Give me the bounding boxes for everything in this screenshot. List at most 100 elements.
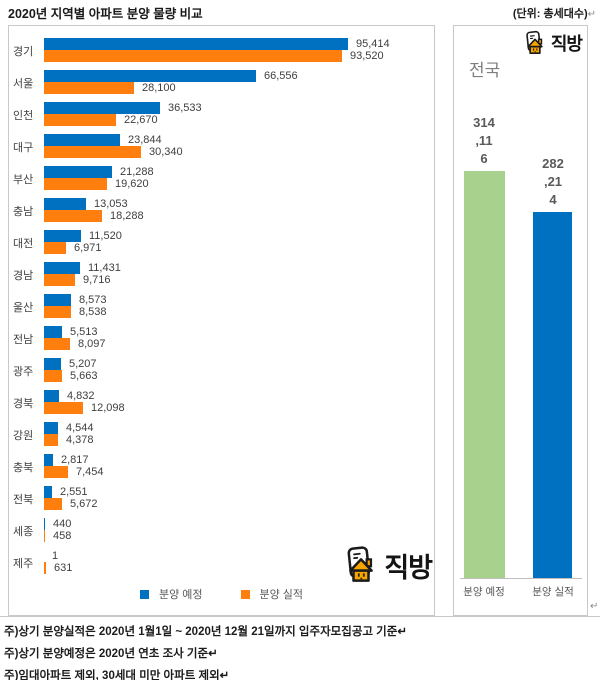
bar-actual	[44, 498, 62, 510]
chart-legend: 분양 예정 분양 실적	[9, 586, 434, 602]
bar-value-label: 19,620	[115, 178, 149, 190]
bar-value-label: 21,288	[120, 166, 154, 178]
page-title: 2020년 지역별 아파트 분양 물량 비교	[8, 7, 203, 21]
bar-value-label: 2,817	[61, 454, 89, 466]
bar-expected	[44, 38, 348, 50]
national-bar-actual	[533, 212, 572, 578]
bar-actual	[44, 82, 134, 94]
bar-expected	[44, 518, 45, 530]
region-row: 서울 66,556 28,100	[9, 70, 434, 94]
national-chart-panel: 직방 전국 314 ,11 6 분양 예정 282 ,21 4 분양 실적	[453, 25, 588, 616]
value-label-line: ,11	[475, 133, 493, 148]
bar-value-label: 631	[54, 562, 73, 574]
bar-value-label: 93,520	[350, 50, 384, 62]
footnotes: 주)상기 분양실적은 2020년 1월1일 ~ 2020년 12월 21일까지 …	[4, 621, 407, 680]
region-row: 제주 1 631	[9, 550, 434, 574]
bar-expected	[44, 422, 58, 434]
bar-actual	[44, 306, 71, 318]
bar-expected	[44, 102, 160, 114]
region-row: 세종 440 458	[9, 518, 434, 542]
bar-actual	[44, 434, 58, 446]
region-row: 충북 2,817 7,454	[9, 454, 434, 478]
region-label: 경기	[13, 46, 34, 58]
region-label: 울산	[13, 302, 34, 314]
unit-label-text: (단위: 총세대수)	[512, 8, 588, 20]
region-row: 부산 21,288 19,620	[9, 166, 434, 190]
bar-value-label: 4,832	[67, 390, 95, 402]
region-label: 전남	[13, 334, 34, 346]
value-label-line: 314	[473, 115, 495, 130]
bar-actual	[44, 562, 46, 574]
region-row: 경북 4,832 12,098	[9, 390, 434, 414]
region-row: 울산 8,573 8,538	[9, 294, 434, 318]
bar-value-label: 9,716	[83, 274, 111, 286]
region-row: 대전 11,520 6,971	[9, 230, 434, 254]
bar-actual	[44, 530, 45, 542]
bar-expected	[44, 390, 59, 402]
zigbang-logo: 직방	[341, 545, 433, 585]
value-label-line: 4	[549, 192, 557, 207]
region-label: 전북	[13, 494, 34, 506]
return-mark: ↵	[590, 601, 599, 612]
bar-value-label: 66,556	[264, 70, 298, 82]
bar-value-label: 30,340	[149, 146, 183, 158]
bar-value-label: 11,431	[88, 262, 121, 274]
bar-actual	[44, 50, 342, 62]
national-bar-category-label: 분양 예정	[463, 586, 505, 598]
bar-value-label: 11,520	[89, 230, 122, 242]
region-row: 전남 5,513 8,097	[9, 326, 434, 350]
region-row: 광주 5,207 5,663	[9, 358, 434, 382]
bar-value-label: 4,544	[66, 422, 94, 434]
region-label: 충북	[13, 462, 34, 474]
legend-swatch-actual	[240, 589, 250, 599]
bar-value-label: 5,663	[70, 370, 98, 382]
region-label: 대전	[13, 238, 34, 250]
bar-value-label: 22,670	[124, 114, 158, 126]
footnote-line: 주)임대아파트 제외, 30세대 미만 아파트 제외↵	[4, 670, 230, 680]
bar-value-label: 28,100	[142, 82, 176, 94]
region-row: 충남 13,053 18,288	[9, 198, 434, 222]
region-label: 부산	[13, 174, 34, 186]
bar-value-label: 18,288	[110, 210, 144, 222]
bar-actual	[44, 274, 75, 286]
zigbang-house-icon	[341, 545, 381, 585]
region-row: 강원 4,544 4,378	[9, 422, 434, 446]
bar-actual	[44, 466, 68, 478]
bar-expected	[44, 134, 120, 146]
region-row: 인천 36,533 22,670	[9, 102, 434, 126]
bar-actual	[44, 210, 102, 222]
bar-expected	[44, 70, 256, 82]
value-label-line: ,21	[543, 174, 563, 189]
region-label: 경남	[13, 270, 34, 282]
bar-actual	[44, 338, 70, 350]
bar-value-label: 8,097	[78, 338, 106, 350]
region-label: 세종	[13, 526, 34, 538]
bar-expected	[44, 454, 53, 466]
bar-expected	[44, 262, 80, 274]
bar-expected	[44, 198, 86, 210]
region-label: 서울	[13, 78, 34, 90]
region-row: 전북 2,551 5,672	[9, 486, 434, 510]
divider-line	[0, 616, 600, 617]
bar-actual	[44, 178, 107, 190]
region-label: 강원	[13, 430, 34, 442]
bar-value-label: 12,098	[91, 402, 125, 414]
footnote-line: 주)상기 분양예정은 2020년 연초 조사 기준↵	[4, 648, 218, 660]
bar-actual	[44, 370, 62, 382]
bar-value-label: 440	[53, 518, 72, 530]
bar-value-label: 7,454	[76, 466, 104, 478]
axis-baseline	[460, 578, 582, 579]
region-label: 대구	[13, 142, 34, 154]
bar-actual	[44, 242, 66, 254]
bar-value-label: 5,513	[70, 326, 98, 338]
bar-value-label: 5,207	[69, 358, 97, 370]
bar-expected	[44, 358, 61, 370]
bar-value-label: 4,378	[66, 434, 94, 446]
region-row: 대구 23,844 30,340	[9, 134, 434, 158]
legend-label-expected: 분양 예정	[158, 589, 203, 601]
national-bar-expected	[464, 171, 505, 578]
value-label-line: 6	[480, 151, 488, 166]
region-label: 인천	[13, 110, 34, 122]
bar-value-label: 36,533	[168, 102, 202, 114]
bar-expected	[44, 166, 112, 178]
